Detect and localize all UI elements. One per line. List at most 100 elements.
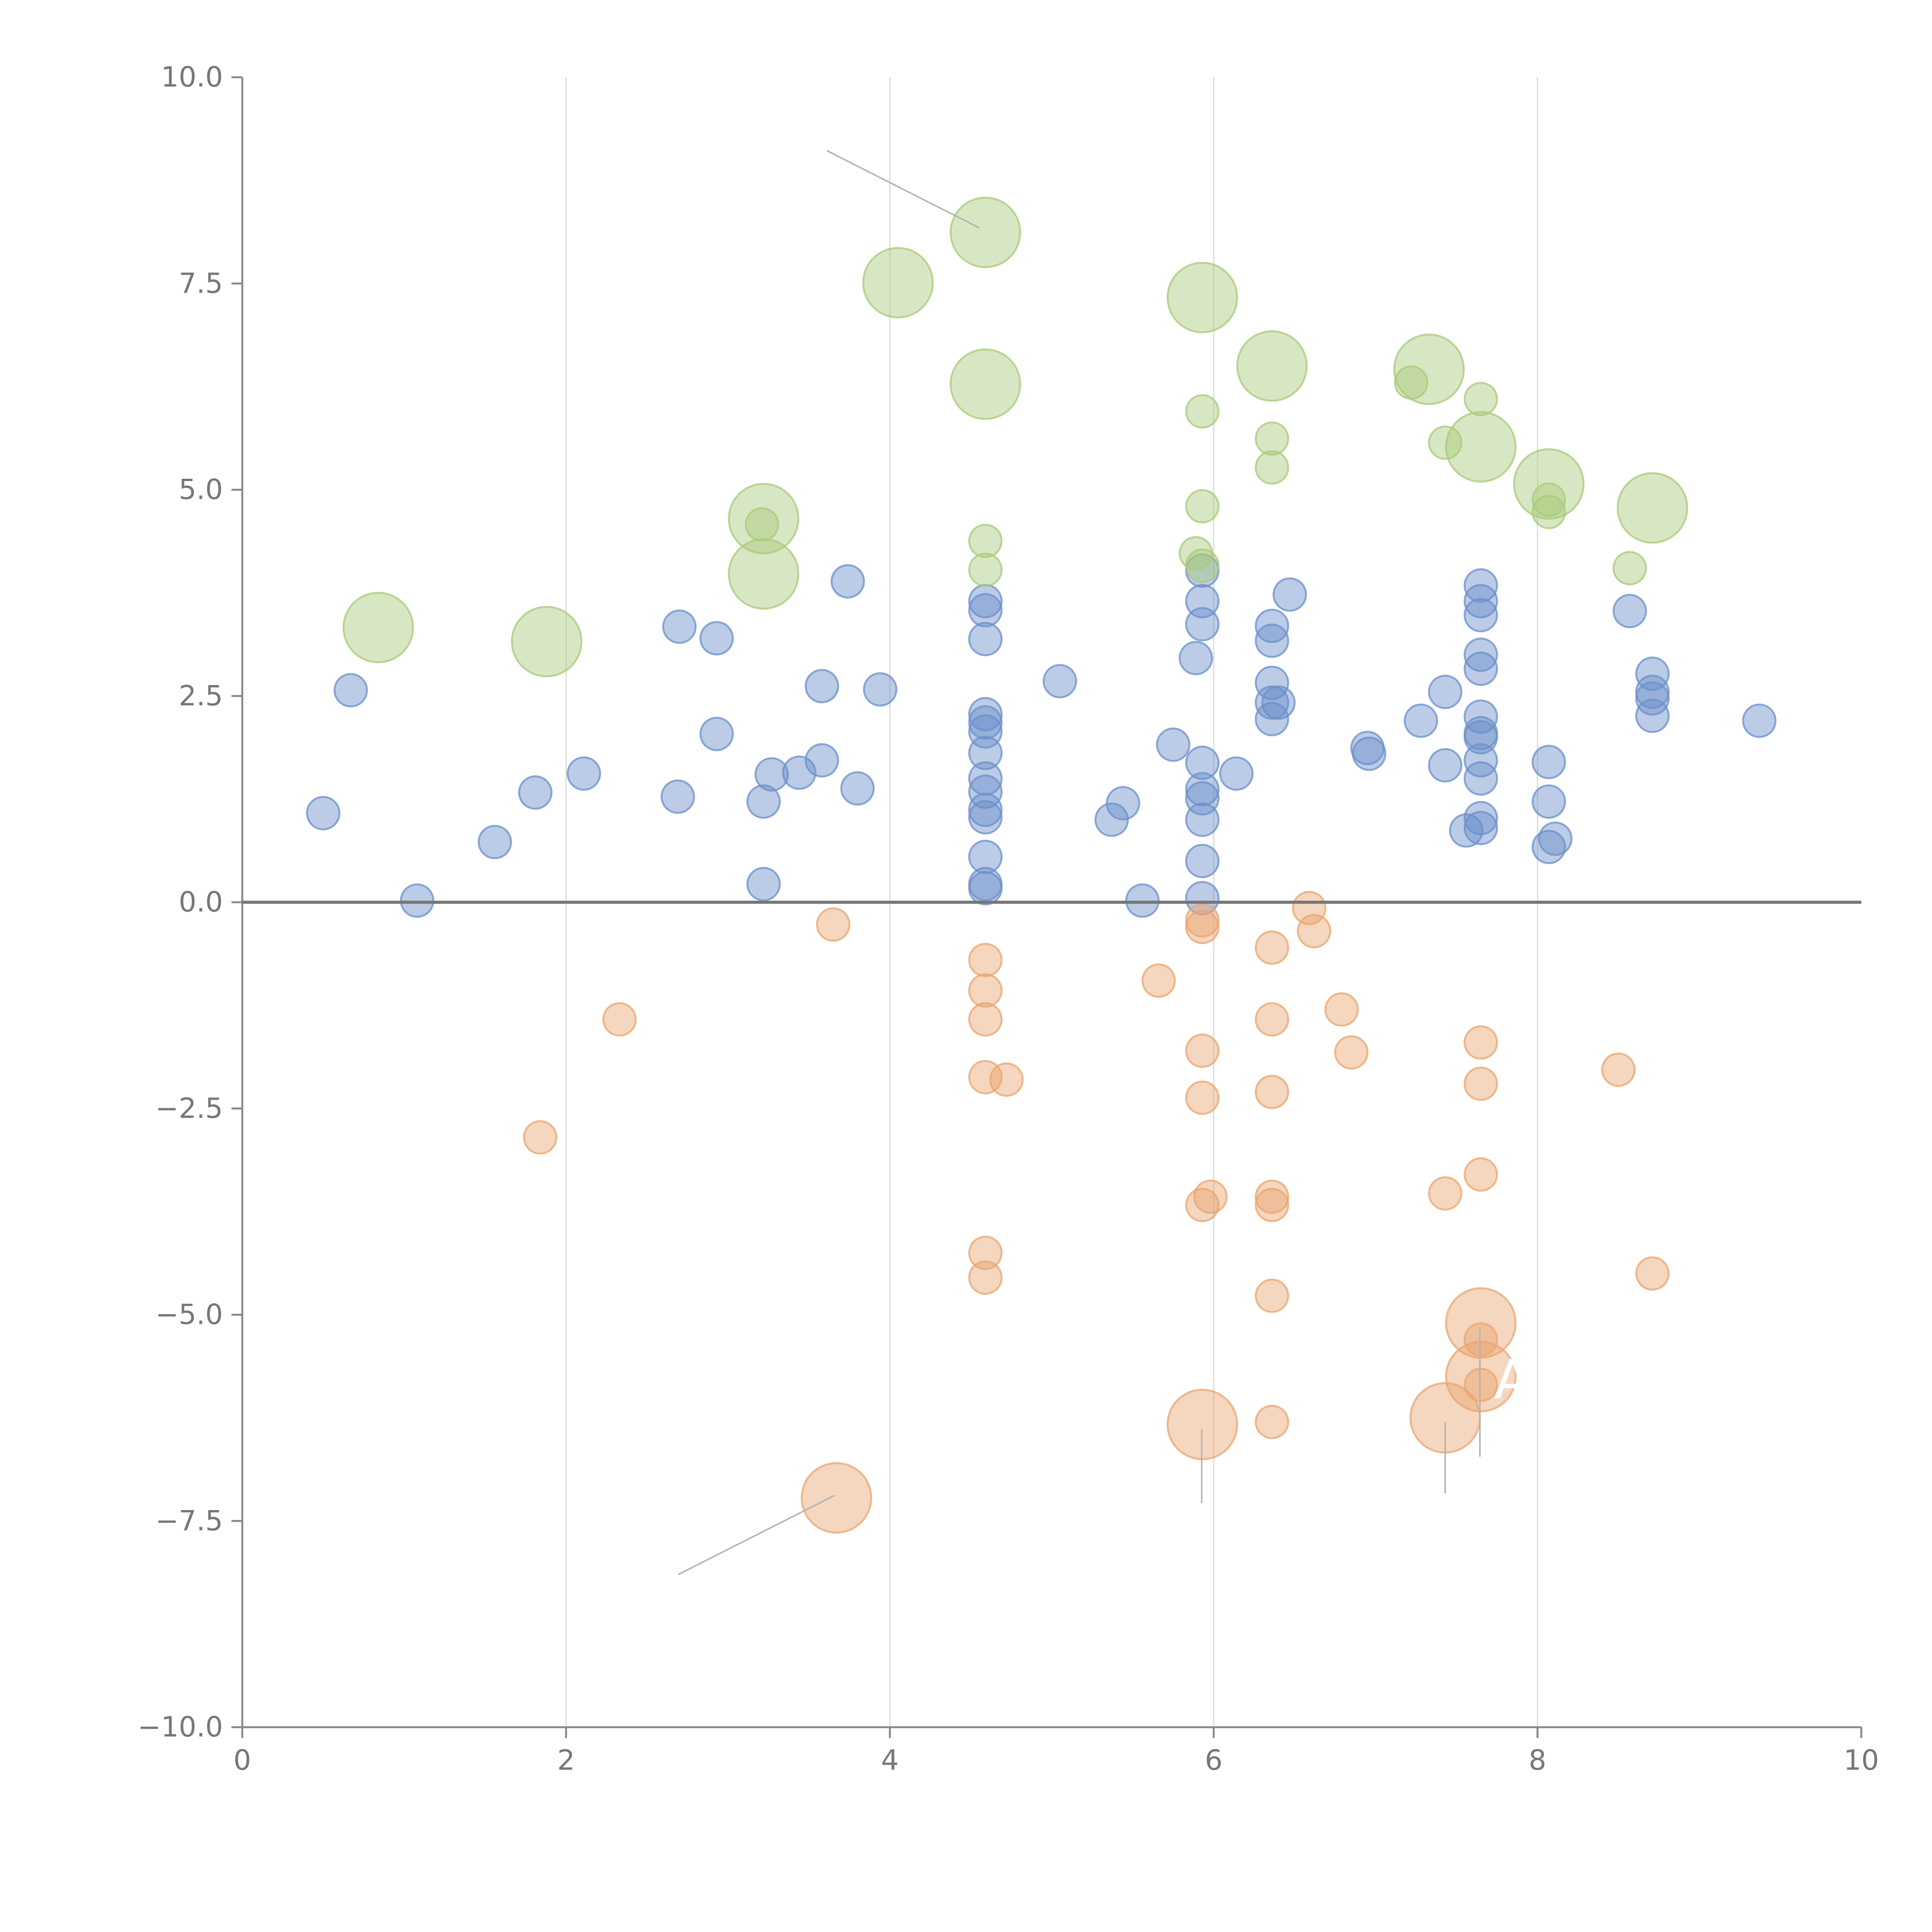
large-bubble-point	[1167, 262, 1238, 333]
negative-point	[1463, 1066, 1498, 1101]
highlight-point	[968, 524, 1003, 558]
positive-point	[746, 784, 781, 819]
positive-point	[840, 771, 875, 806]
positive-point	[1463, 761, 1498, 796]
positive-point	[754, 757, 789, 792]
marks	[306, 196, 1777, 1534]
negative-point	[1255, 1405, 1289, 1439]
highlight-point	[1185, 548, 1220, 583]
positive-point	[660, 779, 695, 814]
positive-point	[1531, 784, 1566, 819]
negative-point	[968, 1002, 1003, 1037]
y-tick-label: −2.5	[155, 1092, 223, 1124]
positive-point	[699, 621, 734, 656]
positive-point	[863, 672, 898, 707]
positive-point	[968, 800, 1003, 835]
positive-point	[1538, 821, 1573, 856]
positive-point	[1463, 801, 1498, 835]
leader-line	[678, 1495, 835, 1575]
x-tick-label: 6	[1205, 1744, 1223, 1776]
positive-point	[1428, 675, 1463, 709]
positive-point	[1463, 651, 1498, 686]
positive-point	[968, 697, 1003, 731]
positive-point	[1179, 641, 1213, 675]
large-bubble-point	[728, 538, 799, 610]
highlight-point	[745, 507, 779, 542]
positive-point	[566, 756, 601, 791]
negative-point	[1255, 1002, 1289, 1037]
y-tick-label: 0.0	[179, 886, 223, 918]
x-tick-label: 8	[1529, 1744, 1546, 1776]
x-tick-label: 2	[557, 1744, 575, 1776]
negative-point	[1428, 1176, 1463, 1211]
y-ticks: 10.0 7.5 5.0 2.5 0.0 −2.5 −5.0 −7.5 −10.0	[138, 61, 242, 1743]
positive-point	[1612, 594, 1647, 628]
positive-point	[1463, 811, 1498, 845]
negative-point	[1463, 1367, 1498, 1402]
highlight-point	[1612, 551, 1647, 585]
negative-point	[968, 1260, 1003, 1295]
annotations: A	[1494, 1349, 1531, 1412]
positive-point	[1105, 786, 1140, 821]
positive-point	[1094, 803, 1129, 837]
positive-point	[1352, 736, 1386, 771]
positive-point	[306, 796, 340, 830]
positive-point	[1185, 745, 1220, 780]
negative-point	[1324, 992, 1359, 1027]
y-tick-label: 7.5	[179, 267, 223, 299]
annotation-label: A	[1494, 1349, 1531, 1412]
positive-point	[968, 622, 1003, 656]
y-tick-label: −7.5	[155, 1504, 223, 1537]
positive-point	[1043, 664, 1077, 699]
positive-point	[968, 840, 1003, 874]
negative-point	[1334, 1035, 1369, 1070]
positive-point	[1635, 656, 1670, 691]
negative-point	[602, 1002, 637, 1037]
negative-point	[816, 907, 850, 942]
negative-point	[968, 1235, 1003, 1270]
positive-point	[1463, 638, 1498, 672]
large-bubble-point	[1616, 472, 1688, 544]
positive-point	[830, 564, 865, 599]
positive-point	[968, 736, 1003, 770]
negative-point	[1255, 930, 1289, 965]
y-tick-label: 5.0	[179, 473, 223, 506]
large-bubble-point	[801, 1462, 872, 1534]
negative-point	[1255, 1278, 1289, 1313]
positive-point	[400, 883, 435, 918]
negative-point	[1185, 1033, 1220, 1068]
positive-point	[968, 761, 1003, 796]
positive-point	[968, 705, 1003, 740]
positive-point	[1449, 813, 1484, 848]
large-bubble-point	[342, 592, 414, 663]
negative-point	[968, 942, 1003, 977]
positive-point	[804, 743, 839, 778]
positive-point	[968, 793, 1003, 827]
large-bubble-point	[949, 196, 1021, 268]
large-bubble-point	[511, 605, 583, 677]
positive-point	[968, 584, 1003, 619]
negative-point	[1601, 1052, 1636, 1087]
positive-point	[1185, 844, 1220, 878]
negative-point	[1255, 1179, 1289, 1214]
positive-point	[699, 716, 734, 751]
positive-point	[968, 871, 1003, 906]
positive-point	[1185, 772, 1220, 807]
x-tick-label: 10	[1844, 1744, 1879, 1776]
negative-point	[1255, 1075, 1289, 1109]
highlight-point	[1428, 425, 1463, 460]
positive-point	[1272, 577, 1307, 612]
positive-point	[1219, 756, 1254, 791]
large-bubble-point	[1445, 1341, 1517, 1413]
positive-point	[1156, 727, 1190, 762]
negative-point	[1635, 1256, 1670, 1291]
large-bubble-point	[1393, 333, 1465, 405]
positive-point	[1463, 584, 1498, 619]
positive-point	[1255, 623, 1289, 658]
positive-point	[782, 755, 816, 790]
large-bubble-point	[1445, 411, 1517, 483]
negative-point	[1255, 1188, 1289, 1223]
highlight-point	[1255, 450, 1289, 485]
negative-point	[1185, 1080, 1220, 1115]
